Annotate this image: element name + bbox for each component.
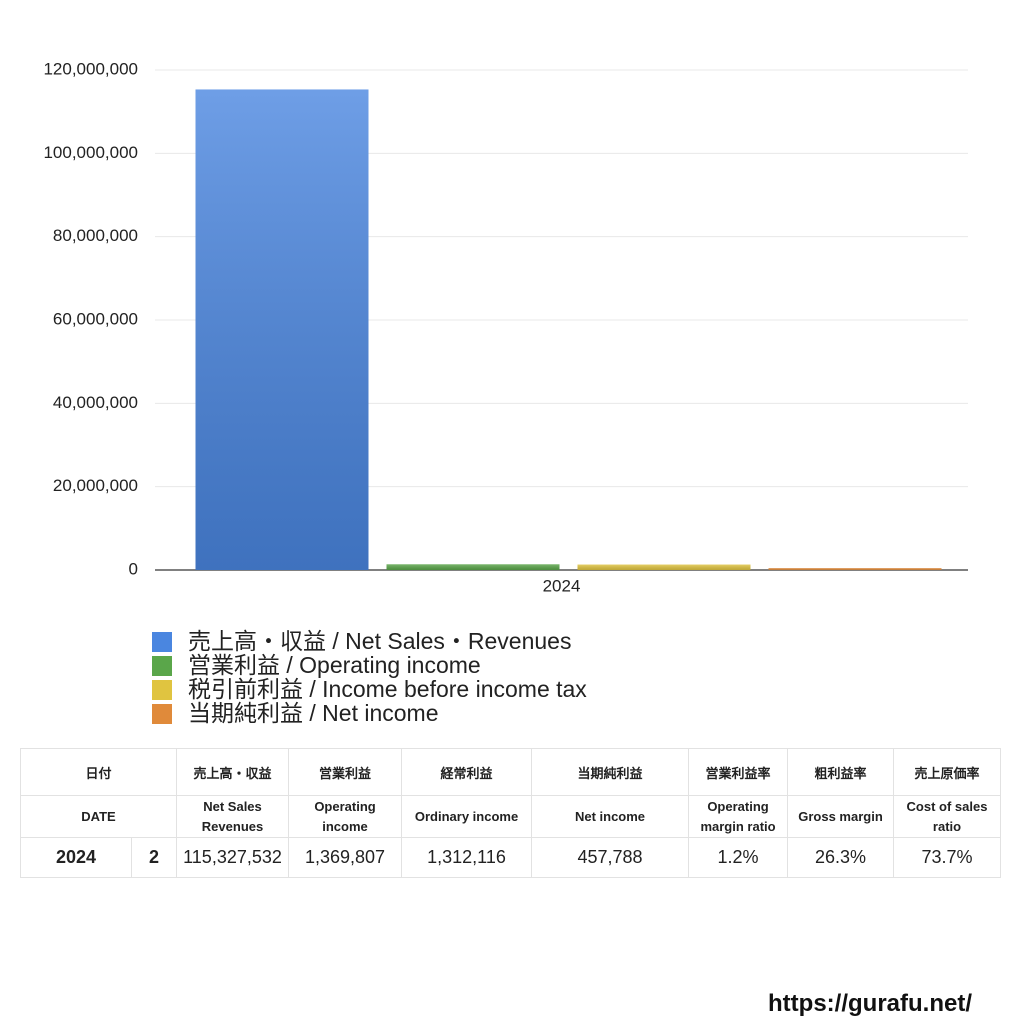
legend-label: 税引前利益 / Income before income tax (188, 676, 587, 702)
bar-shade (195, 89, 369, 570)
chart: 0 20,000,000 40,000,000 60,000,000 80,000,00… (43, 59, 968, 726)
y-tick-label: 100,000,000 (43, 143, 138, 162)
header-cell: 当期純利益 (531, 748, 690, 796)
cell: 73.7% (893, 837, 1002, 878)
header-cell: Cost of sales ratio (893, 795, 1002, 838)
header-cell: Ordinary income (401, 795, 533, 838)
x-tick-label: 2024 (543, 576, 581, 595)
header-cell: 経常利益 (401, 748, 533, 796)
header-row: DATE Net Sales Revenues Operating income… (19, 795, 1002, 838)
header-cell: Gross margin (787, 795, 895, 838)
bar-shade (386, 564, 560, 570)
header-cell: DATE (19, 795, 178, 838)
cell: 457,788 (531, 837, 690, 878)
legend-swatch (152, 632, 172, 652)
legend-swatch (152, 656, 172, 676)
legend-label: 当期純利益 / Net income (188, 700, 439, 726)
footer-link: https://gurafu.net/ (768, 990, 972, 1017)
header-cell: 日付 (19, 748, 178, 796)
data-row: 2024 2 115,327,532 1,369,807 1,312,116 4… (20, 837, 1002, 878)
bar-shade (768, 568, 942, 570)
header-cell: 営業利益 (288, 748, 403, 796)
y-tick-label: 120,000,000 (43, 59, 138, 78)
y-tick-label: 40,000,000 (53, 393, 138, 412)
header-cell: Operating income (288, 795, 403, 838)
cell: 115,327,532 (176, 837, 290, 878)
legend-swatch (152, 704, 172, 724)
cell: 2 (130, 837, 178, 878)
y-tick-label: 80,000,000 (53, 226, 138, 245)
cell: 1,369,807 (288, 837, 403, 878)
cell: 2024 (20, 837, 132, 878)
cell: 1.2% (688, 837, 789, 878)
y-tick-label: 20,000,000 (53, 476, 138, 495)
legend-swatch (152, 680, 172, 700)
header-cell: 売上高・収益 (176, 748, 290, 796)
header-cell: Net Sales Revenues (176, 795, 290, 838)
header-cell: 営業利益率 (688, 748, 789, 796)
header-cell: 売上原価率 (893, 748, 1002, 796)
header-cell: Net income (531, 795, 690, 838)
legend-label: 営業利益 / Operating income (188, 652, 481, 678)
cell: 26.3% (787, 837, 895, 878)
header-cell: Operating margin ratio (688, 795, 789, 838)
header-cell: 粗利益率 (787, 748, 895, 796)
bar-shade (577, 564, 751, 570)
y-tick-label: 60,000,000 (53, 309, 138, 328)
cell: 1,312,116 (401, 837, 533, 878)
header-row: 日付 売上高・収益 営業利益 経常利益 当期純利益 営業利益率 粗利益率 売上原… (19, 748, 1002, 796)
y-tick-label: 0 (129, 559, 138, 578)
data-table: 日付 売上高・収益 営業利益 経常利益 当期純利益 営業利益率 粗利益率 売上原… (19, 748, 1002, 878)
legend-label: 売上高・収益 / Net Sales・Revenues (188, 628, 571, 654)
